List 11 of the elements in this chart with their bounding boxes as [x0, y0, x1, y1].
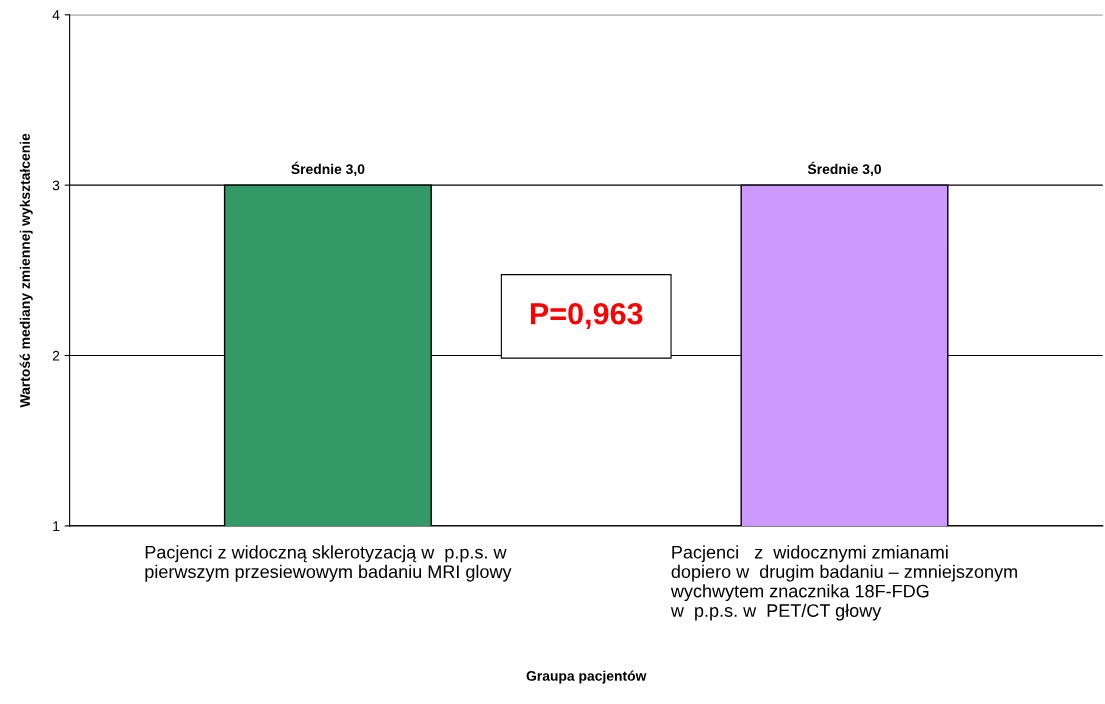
data-label: Średnie 3,0 — [807, 161, 881, 177]
y-tick-label: 2 — [52, 350, 60, 361]
y-axis-title: Wartość mediany zmiennej wykształcenie — [19, 133, 33, 408]
y-tick-label: 4 — [52, 10, 60, 20]
x-axis-title: Graupa pacjentów — [526, 670, 647, 684]
x-tick-label: Pacjenci z widocznymi zmianami dopiero w drugim badaniu – zmniejszonym wychwytem znacznika 18F-FDG w p.p.s. w PET/CT głowy — [670, 545, 1017, 621]
x-tick-label: Pacjenci z widoczną sklerotyzacją w p.p.s. w pierwszym przesiewowym badaniu MRI glowy — [145, 545, 512, 582]
data-label: Średnie 3,0 — [291, 161, 365, 177]
y-tick-label: 1 — [53, 521, 60, 531]
annotation: P=0,963 — [530, 302, 643, 329]
y-tick-label: 3 — [52, 180, 60, 191]
